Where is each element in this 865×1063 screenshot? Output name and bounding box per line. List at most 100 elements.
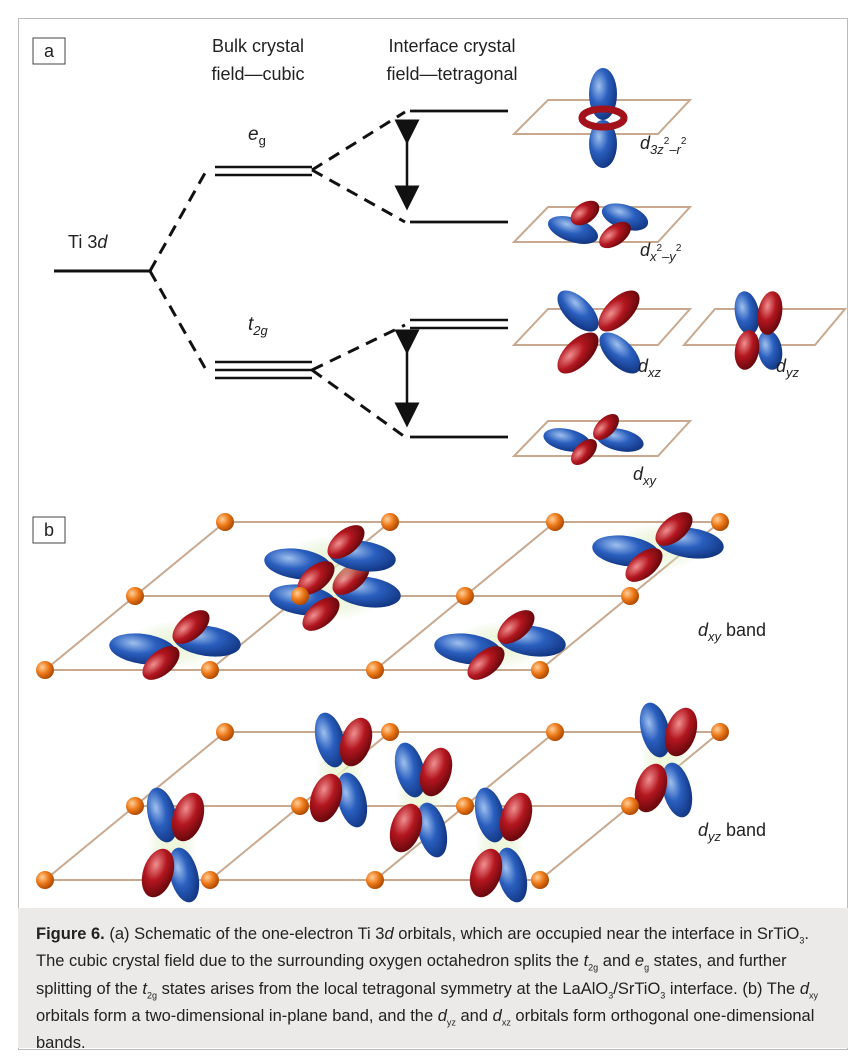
dxy-lobe-red bbox=[497, 610, 535, 644]
dyz-lobe-red bbox=[389, 803, 423, 853]
dyz-band-label: dyz band bbox=[698, 820, 766, 844]
dyz-lobe-red bbox=[419, 747, 453, 797]
dyz-lobe-blue bbox=[474, 787, 506, 843]
eg-label: eg bbox=[248, 124, 266, 148]
plane-d3z2 bbox=[511, 99, 693, 135]
bulk-column-title-1: Bulk crystal bbox=[212, 36, 304, 56]
dxy-layer-oxygen-atom bbox=[36, 661, 54, 679]
label-dx2y2: dx2–y2 bbox=[640, 240, 682, 264]
panel-b-label-box bbox=[32, 516, 66, 544]
dyz-layer-oxygen-atom bbox=[456, 797, 474, 815]
plane-dx2y2 bbox=[511, 206, 693, 243]
dyz-layer-oxygen-atom bbox=[621, 797, 639, 815]
plane-dyz bbox=[681, 308, 848, 346]
dxy-lobe-red bbox=[142, 646, 180, 680]
panel-b: b dxy band dyz band bbox=[32, 512, 766, 903]
dyz-layer-oxygen-atom bbox=[291, 797, 309, 815]
bulk-column-title-2: field—cubic bbox=[211, 64, 304, 84]
dxy-band-label: dxy band bbox=[698, 620, 766, 644]
lattice-orbitals bbox=[109, 512, 724, 903]
dyz-lobe-blue bbox=[416, 802, 448, 858]
label-dxy: dxy bbox=[633, 464, 658, 488]
dxy-layer-oxygen-atom bbox=[291, 587, 309, 605]
dyz-layer-oxygen-atom bbox=[546, 723, 564, 741]
dyz-layer-oxygen-atom bbox=[126, 797, 144, 815]
dxy-layer-oxygen-atom bbox=[366, 661, 384, 679]
dyz-lobe-blue bbox=[314, 712, 346, 768]
panel-b-label: b bbox=[44, 520, 54, 540]
dxy-layer-oxygen-atom bbox=[381, 513, 399, 531]
dyz-layer-oxygen-atom bbox=[711, 723, 729, 741]
dyz-orbital-icon bbox=[469, 787, 533, 903]
dyz-lobe-blue bbox=[168, 847, 200, 903]
ti-3d-label: Ti 3d bbox=[68, 232, 108, 252]
dyz-lobe-red bbox=[664, 707, 698, 757]
dyz-lobe-red bbox=[469, 848, 503, 898]
connector-t2g-xzyz bbox=[311, 323, 406, 372]
caption-figure-label: Figure 6. bbox=[36, 925, 105, 943]
dxy-layer-oxygen-atom bbox=[546, 513, 564, 531]
dyz-lobe-red bbox=[141, 848, 175, 898]
panel-a-label-box bbox=[32, 37, 66, 65]
orbital-dxz-icon bbox=[557, 290, 641, 374]
plane-dxy bbox=[511, 420, 693, 457]
dyz-orbital-icon bbox=[141, 787, 205, 903]
dyz-lobe-red bbox=[634, 763, 668, 813]
dyz-orbital-icon bbox=[389, 742, 453, 858]
dyz-orbital-icon bbox=[634, 702, 698, 818]
dxy-layer-oxygen-atom bbox=[531, 661, 549, 679]
dxy-layer-oxygen-atom bbox=[621, 587, 639, 605]
orbital-dx2y2-icon bbox=[547, 200, 649, 249]
dyz-layer-oxygen-atom bbox=[36, 871, 54, 889]
dyz-lobe-blue bbox=[661, 762, 693, 818]
dyz-lobe-red bbox=[171, 792, 205, 842]
dxy-lobe-red bbox=[297, 561, 335, 595]
connector-ti-eg bbox=[148, 172, 207, 272]
lattice-atoms bbox=[36, 513, 729, 889]
connector-eg-x2y2 bbox=[311, 168, 406, 224]
dxy-layer-oxygen-atom bbox=[711, 513, 729, 531]
lattice-bonds bbox=[44, 521, 721, 881]
dyz-lobe-red bbox=[309, 773, 343, 823]
dyz-layer-oxygen-atom bbox=[216, 723, 234, 741]
dxy-orbital-icon bbox=[264, 525, 396, 595]
orbital-d3z2-icon bbox=[578, 68, 628, 168]
label-d3z2: d3z2–r2 bbox=[640, 133, 687, 157]
orbital-dyz-icon bbox=[734, 291, 783, 370]
dxy-lobe-red bbox=[655, 512, 693, 546]
connector-eg-z2 bbox=[311, 110, 406, 172]
label-dxz: dxz bbox=[638, 356, 662, 380]
connector-t2g-xy bbox=[311, 368, 406, 439]
dxy-lobe-red bbox=[327, 525, 365, 559]
label-dyz: dyz bbox=[776, 356, 800, 380]
dyz-layer-oxygen-atom bbox=[381, 723, 399, 741]
dyz-lobe-blue bbox=[336, 772, 368, 828]
interface-column-title-1: Interface crystal bbox=[388, 36, 515, 56]
dxy-lobe-red bbox=[172, 610, 210, 644]
dyz-lobe-blue bbox=[496, 847, 528, 903]
dyz-lobe-blue bbox=[394, 742, 426, 798]
connector-ti-t2g bbox=[148, 270, 207, 369]
dyz-lobe-blue bbox=[639, 702, 671, 758]
t2g-label: t2g bbox=[248, 314, 269, 338]
figure-caption: Figure 6. (a) Schematic of the one-elect… bbox=[18, 908, 848, 1052]
dxy-lobe-red bbox=[302, 597, 340, 631]
dxy-layer-oxygen-atom bbox=[126, 587, 144, 605]
dxy-orbital-icon bbox=[434, 610, 566, 680]
dyz-layer-oxygen-atom bbox=[531, 871, 549, 889]
dyz-lobe-red bbox=[499, 792, 533, 842]
orbital-dxy-icon bbox=[543, 414, 644, 465]
dxy-orbital-icon bbox=[592, 512, 724, 582]
panel-a-label: a bbox=[44, 41, 55, 61]
dyz-layer-oxygen-atom bbox=[366, 871, 384, 889]
plane-dxz bbox=[511, 308, 693, 346]
dxy-lobe-red bbox=[467, 646, 505, 680]
dxy-orbital-icon bbox=[109, 610, 241, 680]
dyz-lobe-red bbox=[339, 717, 373, 767]
dxy-lobe-red bbox=[625, 548, 663, 582]
dyz-layer-oxygen-atom bbox=[201, 871, 219, 889]
panel-a: a Bulk crystal field—cubic Interface cry… bbox=[32, 36, 848, 488]
dyz-lobe-blue bbox=[146, 787, 178, 843]
dyz-orbital-icon bbox=[309, 712, 373, 828]
